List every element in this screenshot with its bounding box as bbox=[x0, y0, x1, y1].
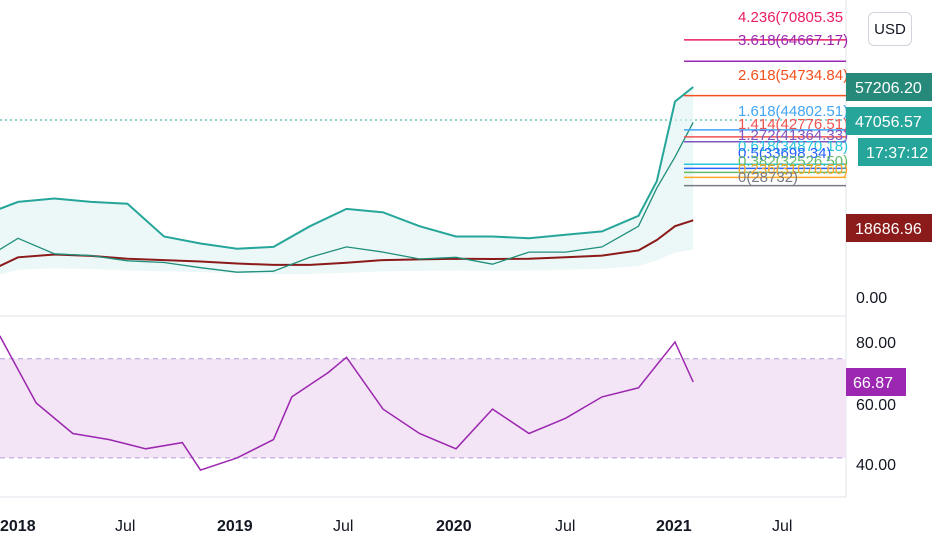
moving-average-line bbox=[0, 219, 694, 267]
fib-level-label-10: 0(28732) bbox=[738, 169, 798, 186]
bollinger-upper-line bbox=[0, 86, 694, 250]
badge-bb-upper: 57206.20 bbox=[846, 73, 932, 101]
badge-rsi-label: 66.87 bbox=[853, 375, 893, 392]
price-line bbox=[0, 121, 694, 273]
fib-level-label-4: 1.414(42776.51) bbox=[738, 116, 848, 133]
x-tick-2020: 2020 bbox=[436, 518, 472, 535]
x-tick-2021: 2021 bbox=[656, 518, 692, 535]
badge-ma: 18686.96 bbox=[846, 214, 932, 242]
fib-level-label-3: 1.618(44802.51) bbox=[738, 103, 848, 120]
y-tick-rsi-40: 40.00 bbox=[856, 457, 896, 474]
badge-bb-upper-label: 57206.20 bbox=[855, 80, 922, 97]
fib-level-label-5: 1.272(41364.33) bbox=[738, 127, 848, 144]
x-tick-jul-2018: Jul bbox=[115, 518, 135, 535]
fib-level-label-7: 0.5(33698.34) bbox=[738, 145, 831, 162]
badge-rsi: 66.87 bbox=[846, 368, 906, 396]
x-tick-jul-2021: Jul bbox=[772, 518, 792, 535]
bollinger-band-fill bbox=[0, 87, 694, 275]
fib-level-label-8: 0.382(32526.50) bbox=[738, 153, 848, 170]
badge-last-price-label: 47056.57 bbox=[855, 114, 922, 131]
badge-countdown: 17:37:12 bbox=[858, 138, 932, 166]
rsi-band-fill bbox=[0, 358, 846, 458]
rsi-panel bbox=[0, 335, 846, 471]
fibonacci-extension: 4.236(70805.35 3.618(64667.17) 2.618(54734… bbox=[684, 9, 848, 187]
rsi-line bbox=[0, 335, 694, 471]
y-tick-rsi-80: 80.00 bbox=[856, 335, 896, 352]
x-tick-jul-2019: Jul bbox=[333, 518, 353, 535]
y-tick-rsi-60: 60.00 bbox=[856, 397, 896, 414]
y-tick-price-zero: 0.00 bbox=[856, 290, 887, 307]
fib-level-label-6: 0.618(34870.18) bbox=[738, 138, 848, 155]
badge-countdown-label: 17:37:12 bbox=[866, 145, 928, 162]
badge-ma-label: 18686.96 bbox=[855, 221, 922, 238]
x-tick-2019: 2019 bbox=[217, 518, 253, 535]
x-tick-jul-2020: Jul bbox=[555, 518, 575, 535]
fib-level-label-1: 3.618(64667.17) bbox=[738, 32, 848, 49]
x-tick-2018: 2018 bbox=[0, 518, 36, 535]
fib-level-label-0: 4.236(70805.35 bbox=[738, 9, 843, 26]
badge-last-price: 47056.57 bbox=[846, 107, 932, 135]
currency-button[interactable]: USD bbox=[868, 12, 912, 46]
price-panel bbox=[0, 86, 694, 275]
fib-level-label-9: 0.236(31076.60) bbox=[738, 161, 848, 178]
fib-level-label-2: 2.618(54734.84) bbox=[738, 67, 848, 84]
